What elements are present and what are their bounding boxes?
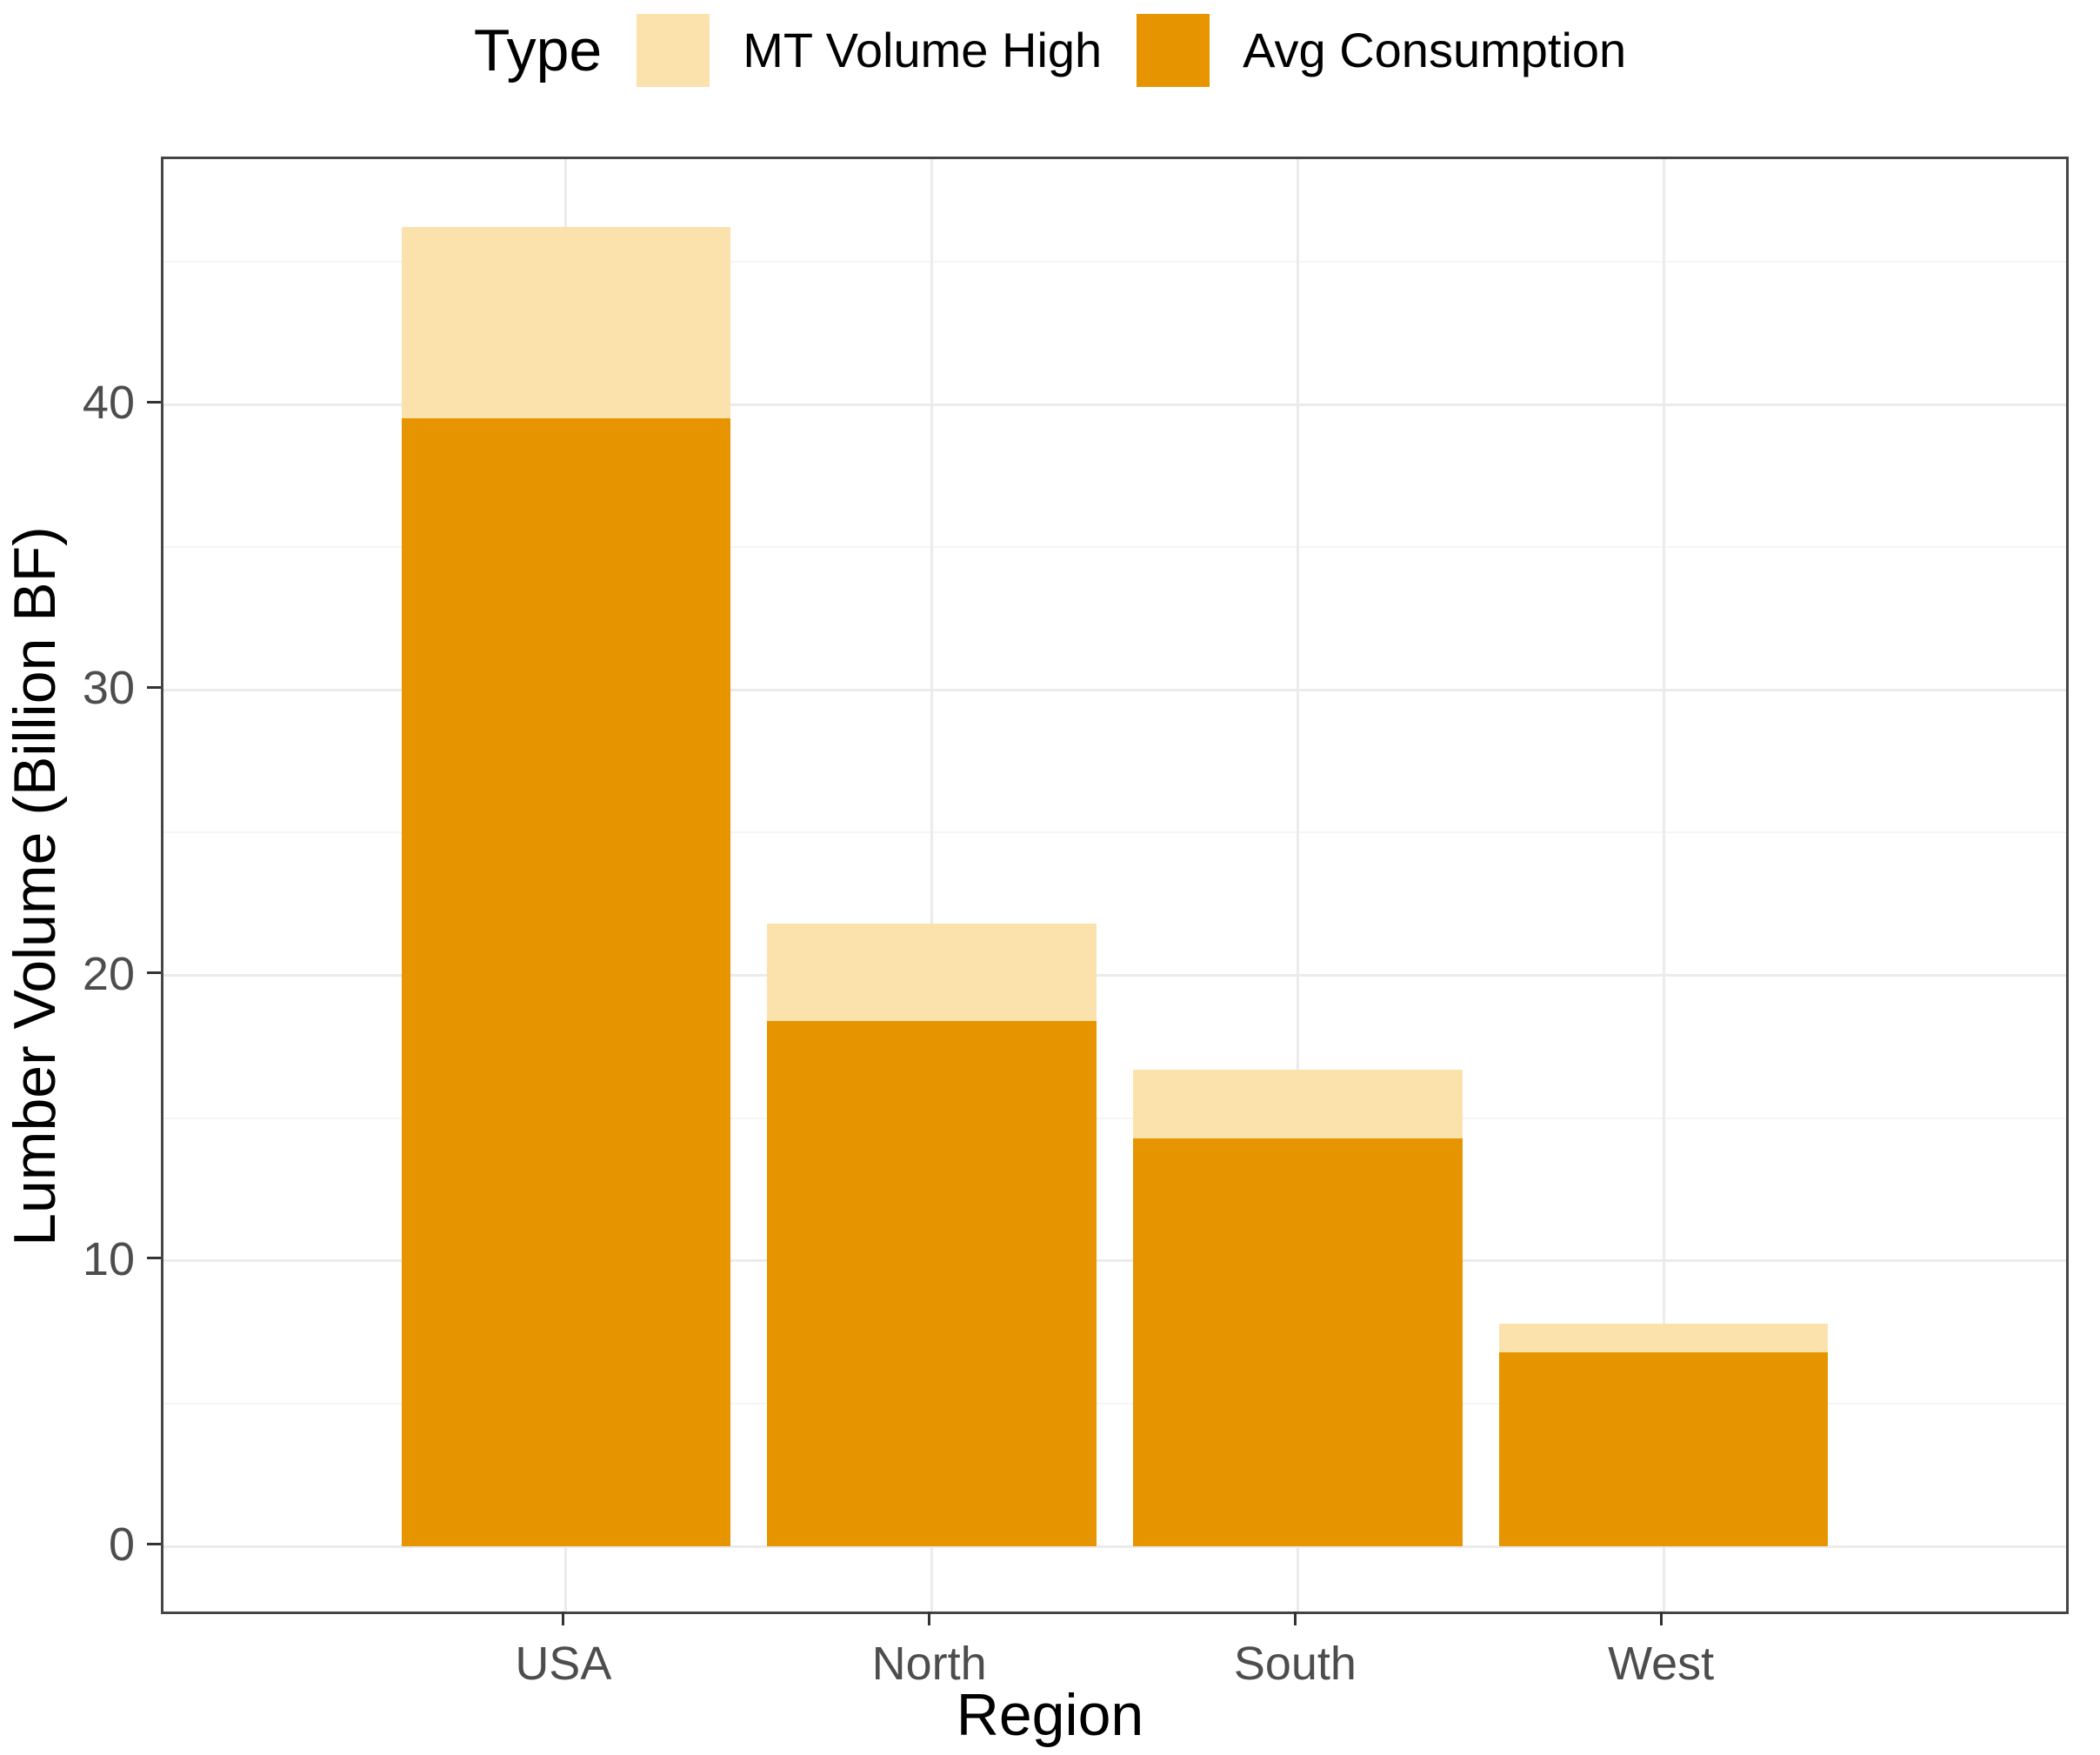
legend-key-avg-consumption: Avg Consumption <box>1137 14 1626 87</box>
y-tick-label-30: 30 <box>82 662 135 715</box>
legend-label-avg-consumption: Avg Consumption <box>1243 23 1627 77</box>
gridline-y-0 <box>163 1545 2066 1548</box>
y-tick-20 <box>147 971 161 974</box>
y-tick-40 <box>147 400 161 404</box>
bar-west-avg-consumption <box>1498 1351 1829 1546</box>
gridline-y-minor-15 <box>163 1117 2066 1119</box>
y-tick-label-10: 10 <box>82 1232 135 1285</box>
legend-swatch-avg-consumption-icon <box>1137 14 1210 87</box>
x-tick-label-north: North <box>871 1638 987 1690</box>
legend: Type MT Volume High Avg Consumption <box>0 5 2100 96</box>
y-tick-label-20: 20 <box>82 947 135 1000</box>
y-tick-0 <box>147 1542 161 1545</box>
gridline-y-minor-45 <box>163 260 2066 263</box>
gridline-x-south <box>1296 159 1299 1612</box>
y-tick-label-0: 0 <box>108 1518 135 1571</box>
gridline-y-minor-35 <box>163 546 2066 549</box>
gridline-y-minor-5 <box>163 1402 2066 1405</box>
x-axis-title: Region <box>956 1682 1144 1748</box>
y-tick-30 <box>147 685 161 689</box>
legend-swatch-mt-volume-high-icon <box>637 14 710 87</box>
bar-usa-avg-consumption <box>401 418 731 1546</box>
gridline-y-minor-25 <box>163 831 2066 834</box>
legend-key-mt-volume-high: MT Volume High <box>637 14 1102 87</box>
x-tick-label-south: South <box>1233 1638 1357 1690</box>
legend-label-mt-volume-high: MT Volume High <box>743 23 1103 77</box>
gridline-y-30 <box>163 688 2066 691</box>
gridline-y-20 <box>163 974 2066 977</box>
gridline-y-10 <box>163 1259 2066 1263</box>
bar-north-avg-consumption <box>767 1021 1097 1546</box>
x-tick-usa <box>562 1612 565 1625</box>
y-axis-title: Lumber Volume (Billion BF) <box>2 526 68 1246</box>
x-tick-west <box>1659 1612 1663 1625</box>
gridline-x-west <box>1662 159 1665 1612</box>
gridline-y-40 <box>163 403 2066 406</box>
x-tick-south <box>1293 1612 1297 1625</box>
legend-title: Type <box>473 17 603 83</box>
x-tick-label-usa: USA <box>515 1638 612 1690</box>
x-tick-label-west: West <box>1608 1638 1715 1690</box>
y-tick-label-40: 40 <box>82 377 135 429</box>
bar-south-avg-consumption <box>1133 1138 1463 1546</box>
plot-panel <box>161 157 2069 1614</box>
y-tick-10 <box>147 1257 161 1260</box>
x-tick-north <box>928 1612 931 1625</box>
gridline-x-north <box>930 159 934 1612</box>
